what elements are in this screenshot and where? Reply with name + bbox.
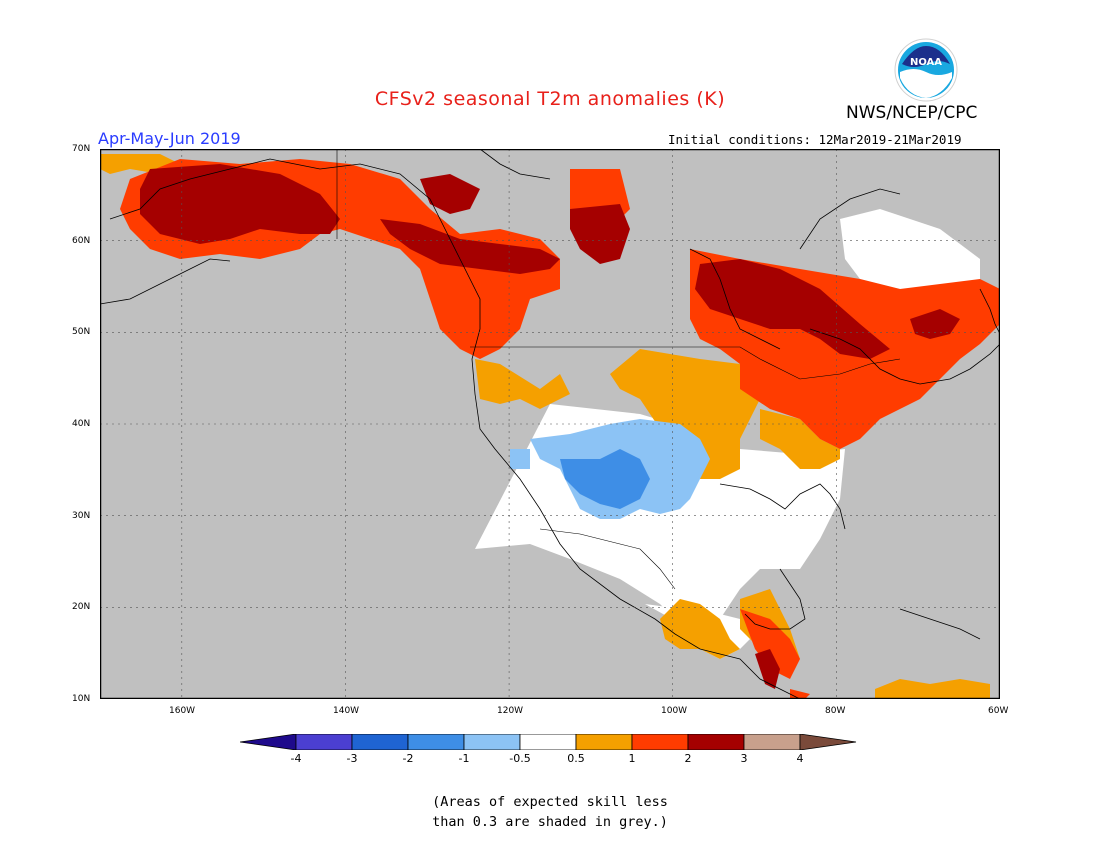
lon-label: 60W <box>988 706 1009 716</box>
colorbar-label: -4 <box>290 752 302 765</box>
colorbar <box>239 733 862 754</box>
skill-note-line: (Areas of expected skill less <box>432 794 668 810</box>
colorbar-segment <box>799 733 857 751</box>
lat-label: 50N <box>72 327 91 337</box>
colorbar-segment <box>351 733 409 751</box>
colorbar-segment <box>575 733 633 751</box>
map-frame <box>99 148 1001 700</box>
colorbar-label: -2 <box>402 752 414 765</box>
lon-label: 100W <box>661 706 688 716</box>
colorbar-label: 3 <box>740 752 748 765</box>
lat-label: 70N <box>72 144 91 154</box>
colorbar-label: 1 <box>628 752 636 765</box>
colorbar-segment <box>743 733 801 751</box>
political-borders <box>336 149 901 590</box>
colorbar-segment <box>463 733 521 751</box>
organization-label: NWS/NCEP/CPC <box>846 103 978 123</box>
colorbar-segment <box>631 733 689 751</box>
lon-label: 140W <box>333 706 360 716</box>
colorbar-label: -3 <box>346 752 358 765</box>
coastlines <box>99 148 1001 700</box>
colorbar-segment <box>239 733 297 751</box>
noaa-logo: NOAA <box>894 38 958 106</box>
lat-label: 30N <box>72 511 91 521</box>
colorbar-segment <box>407 733 465 751</box>
skill-note: (Areas of expected skill less than 0.3 a… <box>0 792 1100 832</box>
anomaly-dark-red <box>140 164 960 689</box>
skill-note-line: than 0.3 are shaded in grey.) <box>432 814 668 830</box>
colorbar-segment <box>295 733 353 751</box>
colorbar-segment <box>687 733 745 751</box>
colorbar-label: 0.5 <box>567 752 585 765</box>
colorbar-segment <box>519 733 577 751</box>
lon-label: 160W <box>169 706 196 716</box>
anomaly-mid-blue <box>560 449 650 509</box>
lon-label: 120W <box>497 706 524 716</box>
lon-label: 80W <box>825 706 846 716</box>
lat-label: 10N <box>72 694 91 704</box>
forecast-period: Apr-May-Jun 2019 <box>98 129 241 148</box>
graticule <box>100 149 1000 699</box>
lat-label: 60N <box>72 236 91 246</box>
lat-label: 20N <box>72 602 91 612</box>
colorbar-label: 4 <box>796 752 804 765</box>
colorbar-label: 2 <box>684 752 692 765</box>
initial-conditions: Initial conditions: 12Mar2019-21Mar2019 <box>668 132 962 147</box>
logo-text: NOAA <box>910 57 942 68</box>
anomaly-map <box>99 148 1001 703</box>
lat-label: 40N <box>72 419 91 429</box>
colorbar-label: -0.5 <box>509 752 531 765</box>
colorbar-label: -1 <box>458 752 470 765</box>
map-title: CFSv2 seasonal T2m anomalies (K) <box>374 88 726 110</box>
